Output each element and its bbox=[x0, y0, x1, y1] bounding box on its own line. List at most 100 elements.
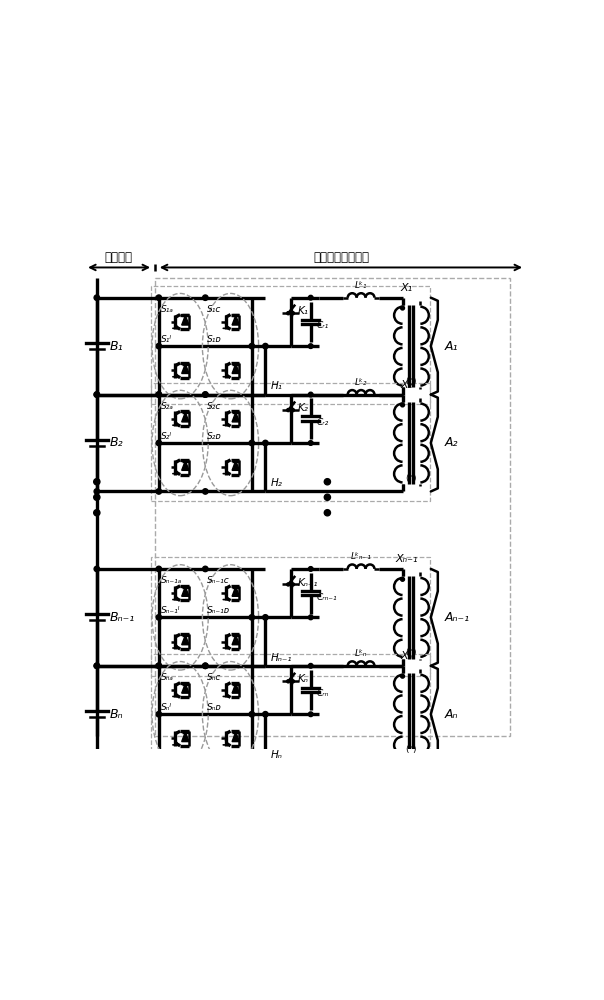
Text: S₂ᴅ: S₂ᴅ bbox=[207, 432, 222, 441]
Text: B₂: B₂ bbox=[109, 436, 123, 450]
Circle shape bbox=[263, 615, 268, 620]
Circle shape bbox=[156, 663, 161, 669]
Text: K₁: K₁ bbox=[298, 306, 309, 316]
Circle shape bbox=[249, 343, 254, 349]
Circle shape bbox=[156, 440, 161, 446]
Text: Bₙ: Bₙ bbox=[109, 708, 123, 721]
Text: Hₙ₋₁: Hₙ₋₁ bbox=[271, 653, 293, 663]
Circle shape bbox=[309, 567, 313, 571]
Circle shape bbox=[202, 566, 208, 572]
Text: S₂ᴄ: S₂ᴄ bbox=[207, 402, 222, 411]
Polygon shape bbox=[182, 315, 189, 325]
Polygon shape bbox=[232, 461, 239, 470]
Text: S₂ᴵ: S₂ᴵ bbox=[161, 432, 172, 441]
Text: Kₙ: Kₙ bbox=[298, 674, 309, 684]
Text: (*): (*) bbox=[405, 377, 416, 386]
Polygon shape bbox=[182, 684, 189, 693]
Polygon shape bbox=[232, 364, 239, 373]
Circle shape bbox=[263, 343, 268, 349]
Circle shape bbox=[156, 489, 161, 494]
Text: Aₙ₋₁: Aₙ₋₁ bbox=[445, 611, 469, 624]
Circle shape bbox=[94, 295, 100, 300]
Circle shape bbox=[156, 760, 161, 765]
Text: Sₙᴅ: Sₙᴅ bbox=[207, 703, 222, 712]
Text: Lᵏₙ₋₁: Lᵏₙ₋₁ bbox=[351, 552, 371, 561]
Circle shape bbox=[94, 760, 100, 765]
Polygon shape bbox=[182, 635, 189, 645]
Circle shape bbox=[291, 409, 294, 412]
Circle shape bbox=[202, 663, 208, 669]
Text: Kₙ₋₁: Kₙ₋₁ bbox=[298, 578, 318, 587]
Polygon shape bbox=[232, 732, 239, 742]
Circle shape bbox=[309, 441, 313, 445]
Text: H₂: H₂ bbox=[271, 478, 283, 488]
Text: Sₙ₋₁ᴅ: Sₙ₋₁ᴅ bbox=[207, 606, 231, 615]
Circle shape bbox=[324, 510, 330, 516]
Circle shape bbox=[291, 583, 294, 586]
Text: (*): (*) bbox=[405, 474, 416, 483]
Circle shape bbox=[94, 494, 100, 500]
Polygon shape bbox=[182, 412, 189, 422]
Text: Cᵣₙ₋₁: Cᵣₙ₋₁ bbox=[316, 593, 337, 602]
Circle shape bbox=[156, 295, 161, 300]
Text: H₁: H₁ bbox=[271, 381, 283, 391]
Text: Sₙ₋₁ₐ: Sₙ₋₁ₐ bbox=[161, 576, 182, 585]
Circle shape bbox=[202, 392, 208, 397]
Circle shape bbox=[309, 392, 313, 397]
Circle shape bbox=[287, 583, 290, 586]
Circle shape bbox=[400, 577, 405, 581]
Circle shape bbox=[94, 510, 100, 516]
Text: Lᵏ₂: Lᵏ₂ bbox=[355, 378, 367, 387]
Text: Xₙ₋₁: Xₙ₋₁ bbox=[395, 554, 418, 564]
Text: S₁ᴅ: S₁ᴅ bbox=[207, 335, 222, 344]
Text: X₁: X₁ bbox=[400, 283, 413, 293]
Polygon shape bbox=[232, 635, 239, 645]
Text: S₁ᴄ: S₁ᴄ bbox=[207, 305, 222, 314]
Text: Hₙ: Hₙ bbox=[271, 750, 283, 760]
Circle shape bbox=[156, 663, 161, 669]
Text: Cᵣ₂: Cᵣ₂ bbox=[316, 418, 329, 427]
Text: Sₙᴵ: Sₙᴵ bbox=[161, 703, 172, 712]
Text: Sₙₐ: Sₙₐ bbox=[161, 673, 173, 682]
Polygon shape bbox=[182, 461, 189, 470]
Circle shape bbox=[156, 615, 161, 620]
Circle shape bbox=[249, 712, 254, 717]
Text: S₁ₐ: S₁ₐ bbox=[161, 305, 173, 314]
Circle shape bbox=[94, 392, 100, 397]
Circle shape bbox=[309, 663, 313, 668]
Text: Aₙ: Aₙ bbox=[445, 708, 458, 721]
Circle shape bbox=[324, 479, 330, 485]
Circle shape bbox=[94, 392, 100, 397]
Circle shape bbox=[202, 392, 208, 397]
Text: Cᵣₙ: Cᵣₙ bbox=[316, 689, 329, 698]
Circle shape bbox=[156, 566, 161, 572]
Circle shape bbox=[156, 392, 161, 397]
Circle shape bbox=[309, 344, 313, 348]
Text: Lᵏₙ: Lᵏₙ bbox=[355, 649, 367, 658]
Circle shape bbox=[400, 674, 405, 678]
Text: Sₙ₋₁ᴄ: Sₙ₋₁ᴄ bbox=[207, 576, 230, 585]
Circle shape bbox=[249, 615, 254, 620]
Circle shape bbox=[309, 615, 313, 620]
Circle shape bbox=[287, 680, 290, 683]
Text: Xₙ: Xₙ bbox=[400, 651, 413, 661]
Circle shape bbox=[249, 440, 254, 446]
Circle shape bbox=[94, 489, 100, 494]
Circle shape bbox=[287, 312, 290, 315]
Text: Sₙ₋₁ᴵ: Sₙ₋₁ᴵ bbox=[161, 606, 180, 615]
Text: A₂: A₂ bbox=[445, 436, 458, 450]
Circle shape bbox=[309, 712, 313, 717]
Text: A₁: A₁ bbox=[445, 340, 458, 353]
Polygon shape bbox=[182, 587, 189, 596]
Circle shape bbox=[202, 295, 208, 300]
Text: 蓄电池组均衡电路: 蓄电池组均衡电路 bbox=[313, 251, 369, 264]
Circle shape bbox=[287, 409, 290, 412]
Circle shape bbox=[263, 712, 268, 717]
Text: Sₙᴄ: Sₙᴄ bbox=[207, 673, 222, 682]
Polygon shape bbox=[232, 315, 239, 325]
Text: Lᵏ₁: Lᵏ₁ bbox=[355, 281, 367, 290]
Circle shape bbox=[94, 663, 100, 669]
Circle shape bbox=[156, 392, 161, 397]
Polygon shape bbox=[182, 364, 189, 373]
Text: Cᵣ₁: Cᵣ₁ bbox=[316, 321, 329, 330]
